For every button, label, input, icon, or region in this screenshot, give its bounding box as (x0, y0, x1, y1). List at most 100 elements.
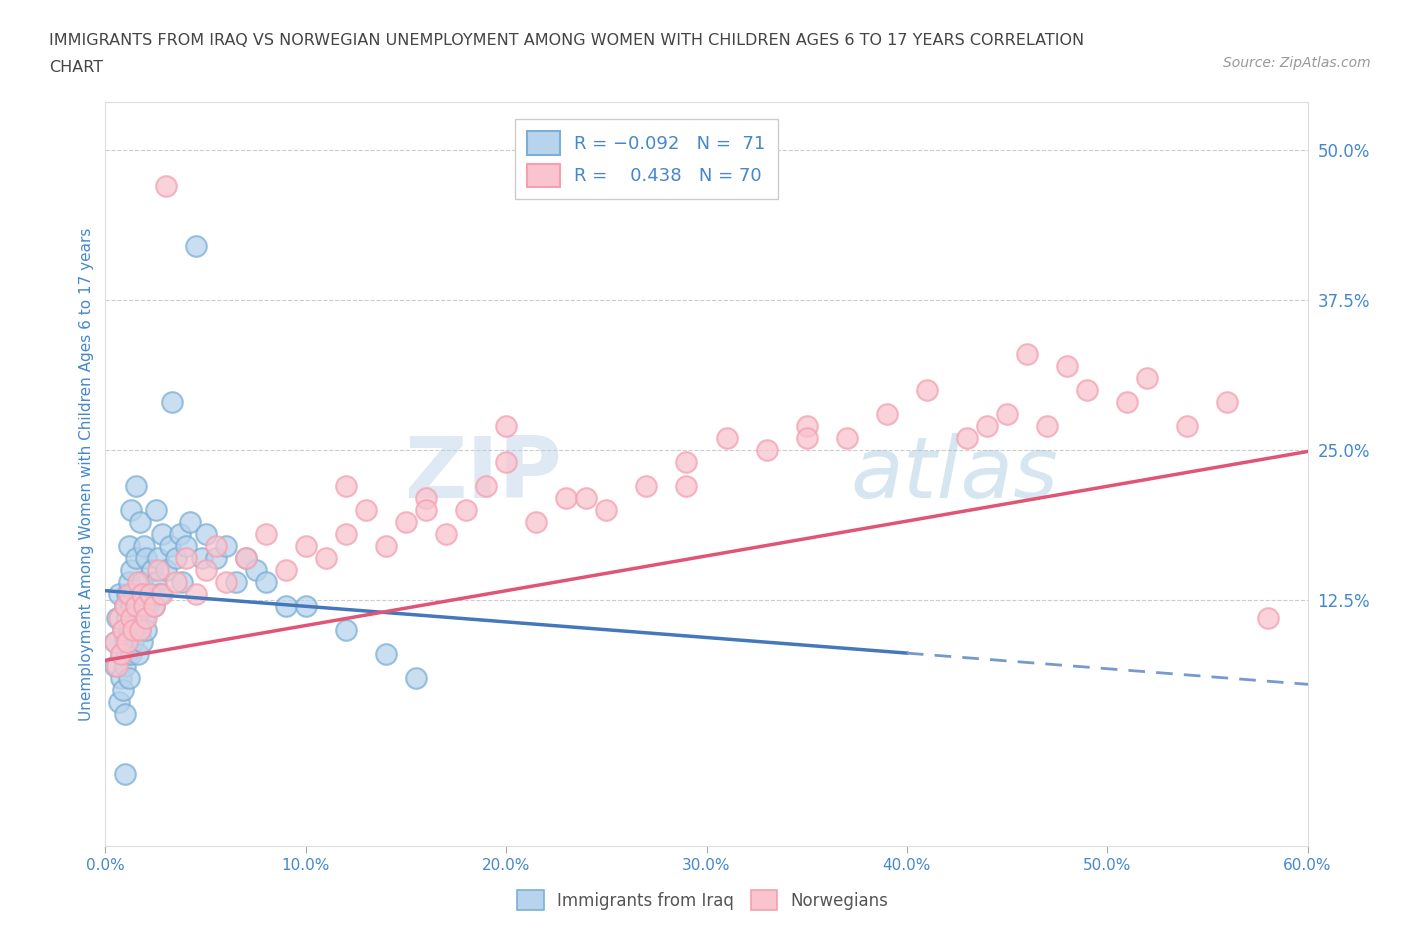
Point (796, 418, 818, 433)
Point (112, 623, 135, 638)
Point (124, 611, 146, 626)
Point (454, 503, 477, 518)
Point (194, 563, 217, 578)
Point (555, 491, 578, 506)
Point (595, 503, 617, 518)
Point (235, 551, 257, 565)
Point (165, 551, 187, 565)
Point (131, 635, 153, 650)
Point (295, 599, 318, 614)
Point (136, 599, 159, 614)
Point (225, 575, 247, 590)
Point (155, 179, 177, 193)
Point (956, 431, 979, 445)
Point (1076, 383, 1098, 398)
Point (108, 695, 131, 710)
Point (184, 587, 207, 602)
Point (354, 503, 377, 518)
Point (194, 527, 217, 542)
Point (169, 527, 191, 542)
Point (165, 575, 187, 590)
Point (315, 551, 337, 565)
Point (274, 599, 297, 614)
Point (135, 551, 157, 565)
Point (675, 479, 697, 494)
Point (118, 671, 141, 685)
Point (235, 551, 257, 565)
Point (1056, 359, 1078, 374)
Point (876, 406, 898, 421)
Point (214, 575, 236, 590)
Point (104, 635, 127, 650)
Point (495, 455, 517, 470)
Point (108, 611, 131, 626)
Point (160, 395, 183, 410)
Point (127, 647, 149, 662)
Point (118, 623, 141, 638)
Point (150, 587, 173, 602)
Point (117, 611, 139, 626)
Point (575, 491, 598, 506)
Y-axis label: Unemployment Among Women with Children Ages 6 to 17 years: Unemployment Among Women with Children A… (79, 228, 94, 721)
Legend: R = −0.092   N =  71, R =    0.438   N = 70: R = −0.092 N = 71, R = 0.438 N = 70 (515, 119, 778, 199)
Point (335, 623, 357, 638)
Point (121, 647, 143, 662)
Point (295, 538, 318, 553)
Point (124, 551, 146, 565)
Point (114, 707, 136, 722)
Point (118, 575, 141, 590)
Point (915, 383, 938, 398)
Point (114, 635, 136, 650)
Point (148, 587, 170, 602)
Point (145, 503, 167, 518)
Point (108, 587, 131, 602)
Point (117, 647, 139, 662)
Point (254, 527, 277, 542)
Point (150, 527, 173, 542)
Point (124, 599, 146, 614)
Point (214, 538, 236, 553)
Point (796, 431, 818, 445)
Point (110, 647, 132, 662)
Point (138, 587, 160, 602)
Point (1116, 395, 1139, 410)
Point (170, 575, 193, 590)
Point (1257, 611, 1279, 626)
Point (112, 623, 135, 638)
Point (107, 611, 129, 626)
Point (132, 599, 155, 614)
Point (395, 515, 418, 530)
Point (114, 599, 136, 614)
Point (204, 551, 226, 565)
Point (112, 683, 135, 698)
Point (1216, 395, 1239, 410)
Point (146, 563, 169, 578)
Point (118, 538, 141, 553)
Point (124, 479, 146, 494)
Point (675, 455, 697, 470)
Point (127, 599, 149, 614)
Point (374, 538, 398, 553)
Point (1017, 347, 1039, 362)
Text: Source: ZipAtlas.com: Source: ZipAtlas.com (1223, 56, 1371, 70)
Point (131, 587, 153, 602)
Point (179, 515, 201, 530)
Point (138, 587, 160, 602)
Point (495, 418, 517, 433)
Point (835, 431, 858, 445)
Point (122, 623, 145, 638)
Point (121, 563, 143, 578)
Point (121, 611, 143, 626)
Point (117, 587, 139, 602)
Point (132, 538, 155, 553)
Point (976, 418, 998, 433)
Point (1136, 371, 1159, 386)
Point (475, 479, 498, 494)
Point (128, 623, 150, 638)
Point (117, 635, 139, 650)
Point (755, 443, 778, 458)
Point (254, 575, 277, 590)
Point (121, 599, 143, 614)
Text: atlas: atlas (851, 432, 1059, 516)
Point (524, 515, 547, 530)
